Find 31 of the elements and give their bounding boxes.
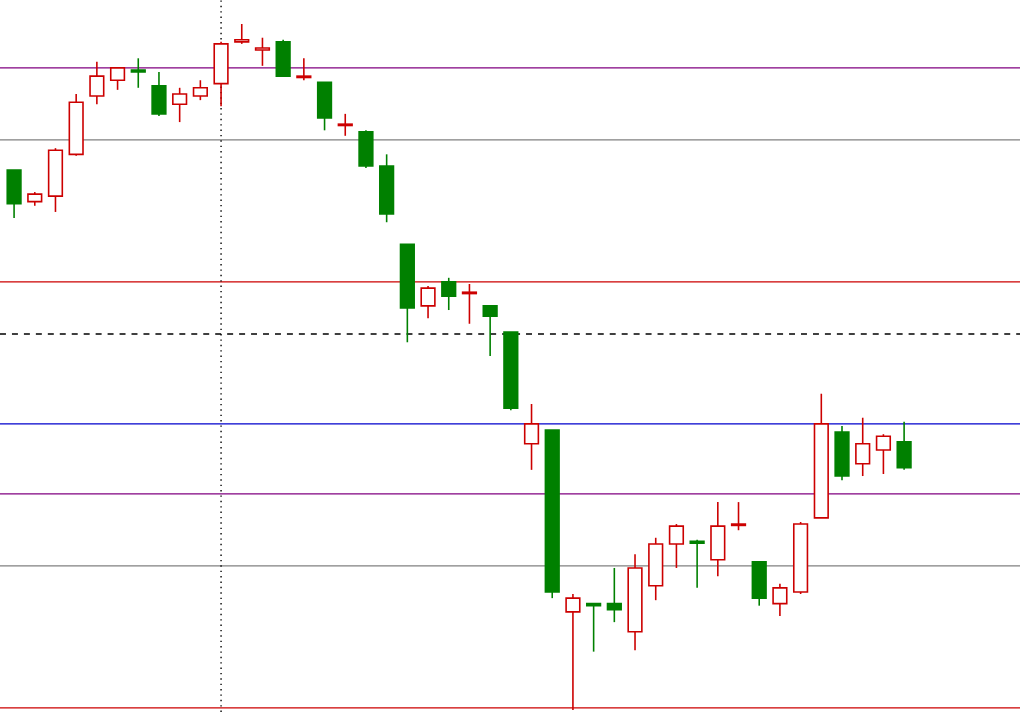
candlestick [47, 147, 64, 213]
candlestick [234, 23, 250, 45]
candlestick [834, 425, 850, 481]
candlestick [109, 67, 126, 91]
candlestick [89, 60, 105, 106]
candlestick [668, 523, 685, 569]
candlestick [192, 79, 208, 101]
candlestick [296, 57, 312, 82]
candlestick [151, 71, 167, 117]
candlestick [316, 81, 333, 132]
candlestick [855, 416, 871, 477]
candlestick [689, 539, 705, 589]
candlestick [275, 38, 291, 77]
candlestick [130, 57, 146, 89]
candlestick [772, 582, 788, 617]
candlestick [441, 277, 457, 311]
candlestick [172, 86, 188, 123]
candlestick [875, 433, 892, 475]
candlestick [254, 36, 271, 67]
candlestick [213, 41, 229, 108]
candlestick [358, 129, 374, 169]
candlestick [606, 567, 622, 623]
candlestick [482, 305, 498, 357]
candlestick [6, 169, 22, 219]
candlestick [648, 536, 664, 601]
candlestick [337, 113, 353, 137]
candlestick [896, 421, 912, 471]
candlestick [523, 403, 540, 471]
candlestick [710, 501, 726, 577]
candlestick [751, 560, 767, 607]
candlestick [730, 501, 747, 532]
